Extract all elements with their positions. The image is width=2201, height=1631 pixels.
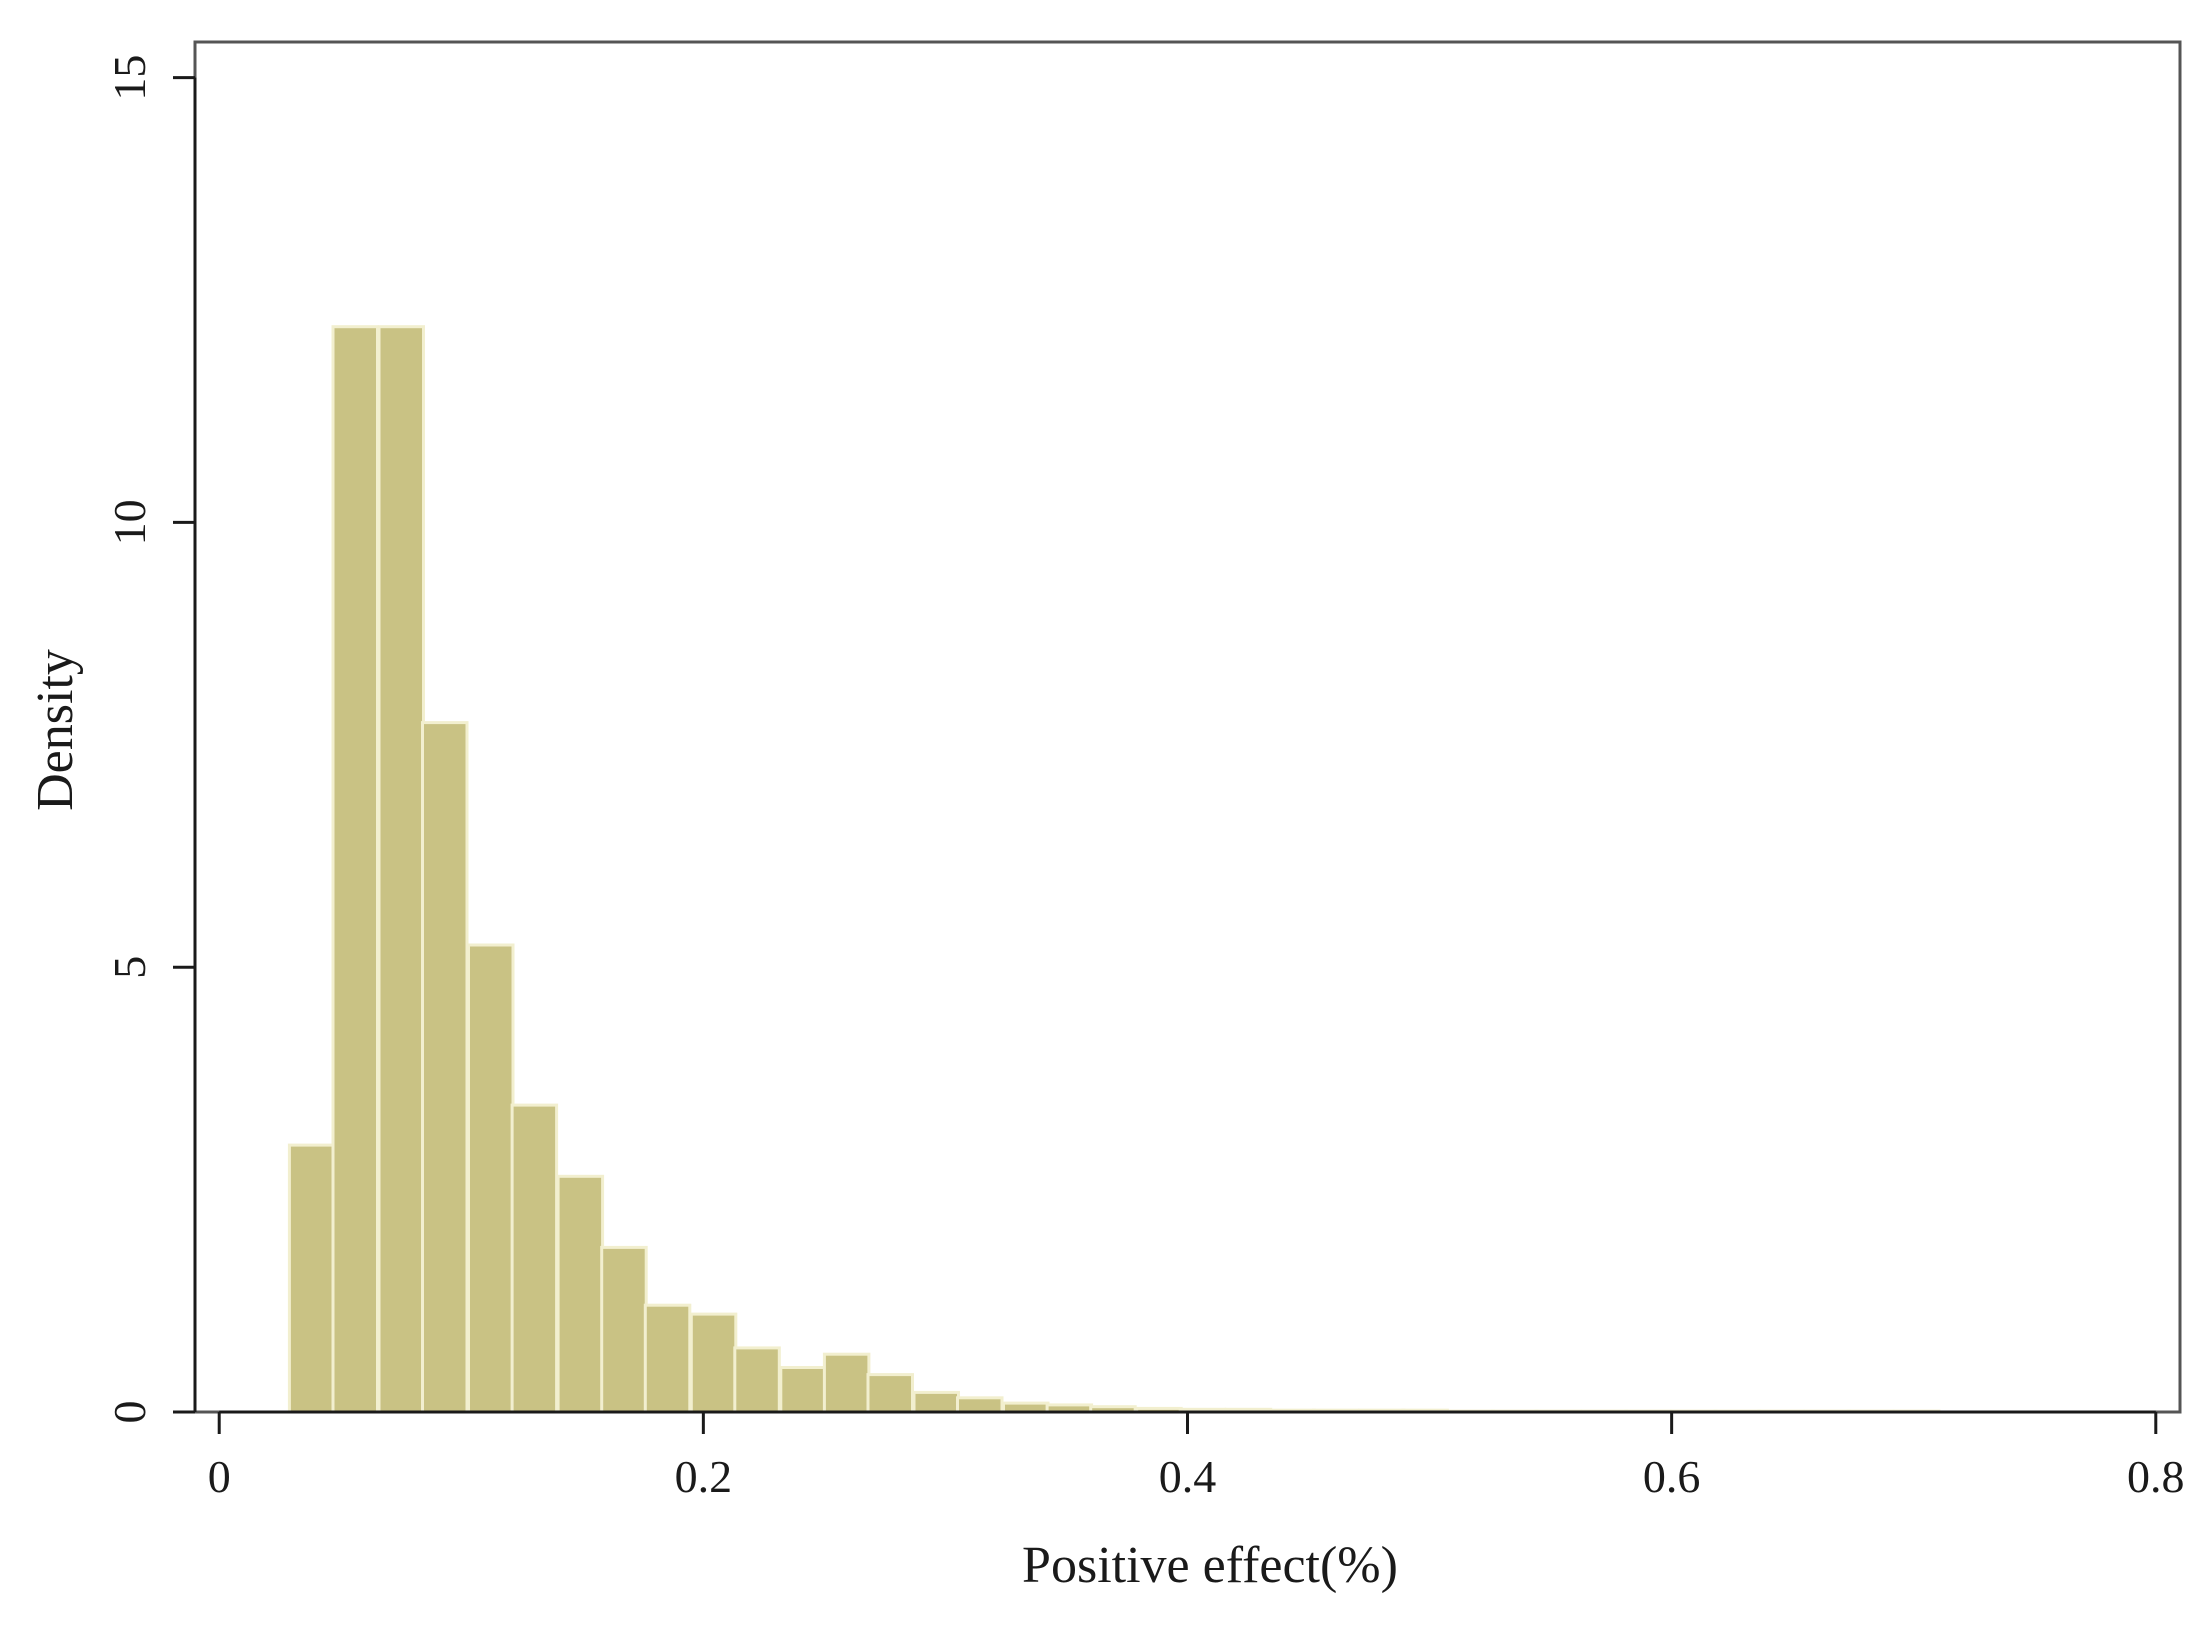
histogram-bar [822, 1352, 871, 1414]
histogram-bar [956, 1396, 1004, 1414]
histogram-bar [779, 1366, 827, 1414]
x-axis-label: Positive effect(%) [1022, 1537, 1398, 1594]
histogram-bar [912, 1390, 960, 1414]
x-tick-label: 0.8 [2127, 1451, 2185, 1502]
histogram-bar [556, 1174, 605, 1414]
y-axis-label: Density [27, 649, 84, 811]
histogram-bar [866, 1373, 914, 1414]
y-tick-label: 10 [104, 499, 155, 545]
histogram-bar [510, 1103, 559, 1414]
y-tick-label: 5 [104, 956, 155, 979]
x-tick-label: 0.6 [1643, 1451, 1701, 1502]
histogram-bar [377, 325, 425, 1414]
x-tick-label: 0.4 [1159, 1451, 1217, 1502]
histogram-bar [287, 1143, 336, 1414]
x-tick-label: 0 [208, 1451, 231, 1502]
histogram-bar [331, 325, 379, 1414]
x-tick-label: 0.2 [675, 1451, 733, 1502]
histogram-bar [689, 1312, 738, 1414]
tick-labels-group: 0 0.2 0.4 0.6 0.8 0 5 10 15 [104, 55, 2185, 1502]
y-tick-label: 0 [104, 1401, 155, 1424]
axes-group [173, 76, 2158, 1434]
y-tick-label: 15 [104, 55, 155, 101]
bars-group [287, 325, 1941, 1414]
histogram-bar [467, 943, 515, 1414]
histogram-bar [600, 1245, 648, 1414]
histogram-bar [643, 1303, 692, 1414]
histogram-bar [421, 721, 469, 1414]
histogram-bar [733, 1346, 781, 1414]
